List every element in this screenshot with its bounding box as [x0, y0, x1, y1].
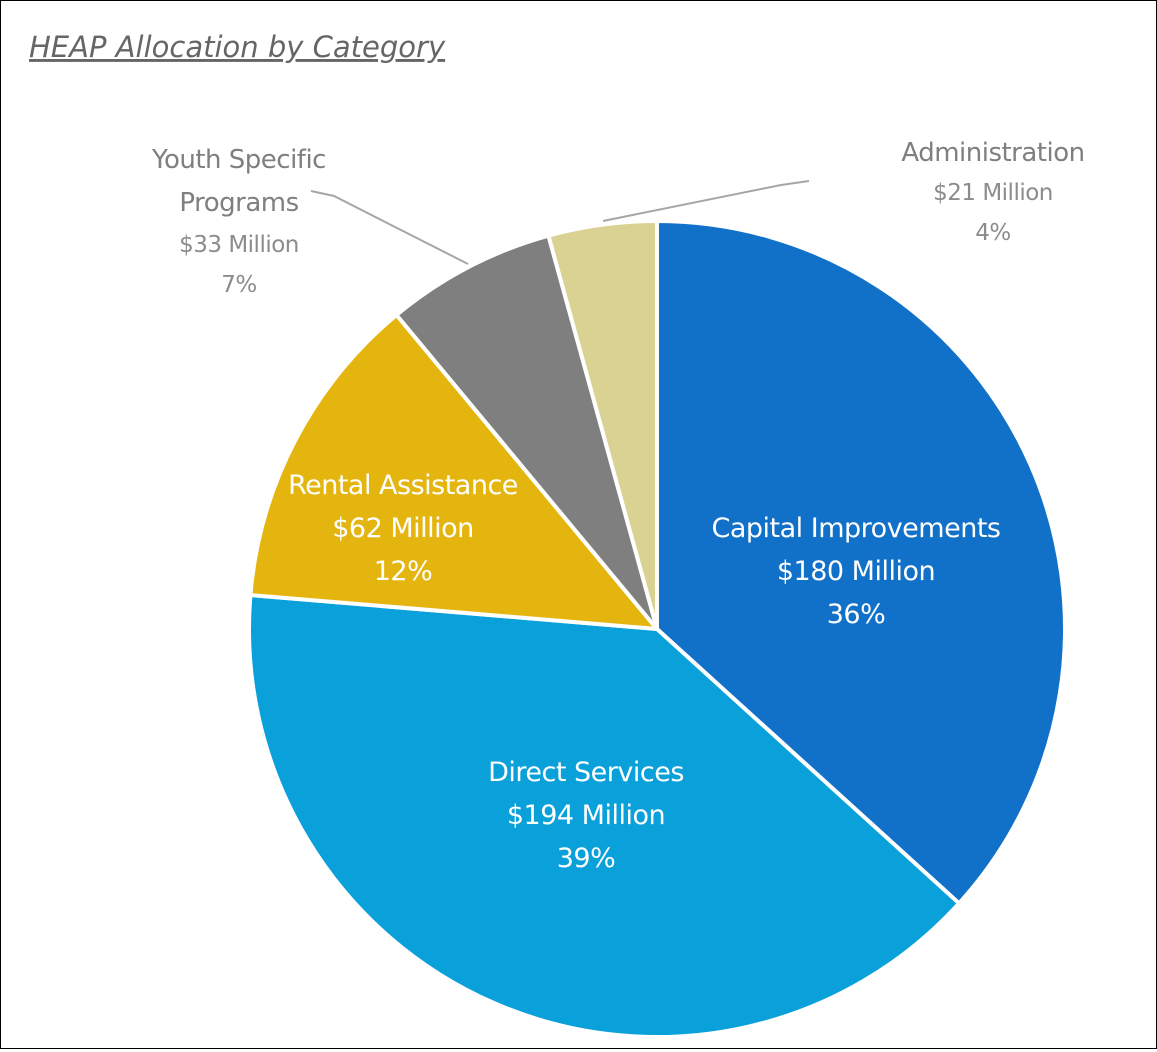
- percent-label: 36%: [826, 599, 886, 630]
- pie-slice: [248, 312, 659, 631]
- label-box: Capital Improvements $180 Million 36%: [676, 507, 1036, 636]
- leader-line: [310, 190, 469, 265]
- slice-label: Administration $21 Million 4%: [863, 133, 1123, 253]
- label-box: Youth Specific Programs $33 Million 7%: [109, 139, 369, 305]
- value-label: $194 Million: [506, 800, 666, 831]
- slice-label: Capital Improvements $180 Million 36%: [676, 507, 1036, 636]
- label-box: Rental Assistance $62 Million 12%: [253, 464, 553, 593]
- category-label: Capital Improvements: [711, 513, 1001, 544]
- value-label: $21 Million: [933, 180, 1053, 206]
- pie-slice: [394, 233, 659, 631]
- value-label: $33 Million: [179, 232, 299, 258]
- percent-label: 7%: [221, 272, 257, 298]
- label-box: Direct Services $194 Million 39%: [426, 751, 746, 880]
- value-label: $62 Million: [332, 513, 474, 544]
- percent-label: 12%: [373, 556, 433, 587]
- value-label: $180 Million: [776, 556, 936, 587]
- pie-slice: [247, 593, 962, 1039]
- pie-slice: [655, 219, 1067, 906]
- category-label: Administration: [901, 138, 1085, 168]
- slice-label: Rental Assistance $62 Million 12%: [253, 464, 553, 593]
- percent-label: 4%: [975, 220, 1011, 246]
- slice-label: Direct Services $194 Million 39%: [426, 751, 746, 880]
- category-label: Youth Specific Programs: [152, 145, 326, 218]
- label-box: Administration $21 Million 4%: [863, 133, 1123, 253]
- pie-slice: [546, 219, 659, 631]
- category-label: Direct Services: [488, 757, 684, 788]
- percent-label: 39%: [556, 843, 616, 874]
- category-label: Rental Assistance: [288, 470, 518, 501]
- chart-title: HEAP Allocation by Category: [29, 30, 446, 64]
- slice-label: Youth Specific Programs $33 Million 7%: [109, 139, 369, 305]
- leader-line: [602, 180, 810, 222]
